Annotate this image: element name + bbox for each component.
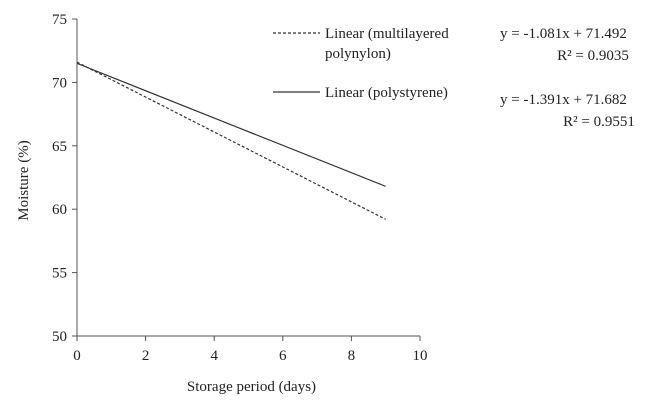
y-tick-label: 60 — [52, 202, 67, 218]
x-axis-title: Storage period (days) — [187, 379, 316, 395]
x-tick-label: 6 — [279, 348, 287, 364]
y-tick-label: 50 — [52, 329, 67, 345]
x-tick-label: 8 — [348, 348, 356, 364]
y-tick-label: 75 — [52, 12, 67, 28]
y-tick-label: 70 — [52, 75, 67, 91]
x-ticks: 0 2 4 6 8 10 — [73, 336, 428, 364]
legend-label-0: Linear (multilayered — [325, 26, 449, 42]
x-tick-label: 4 — [210, 348, 218, 364]
y-axis-title: Moisture (%) — [16, 140, 32, 220]
trendline-equation-0: y = -1.081x + 71.492 — [500, 26, 627, 42]
y-tick-label: 65 — [52, 139, 67, 155]
x-tick-label: 10 — [413, 348, 428, 364]
y-tick-label: 55 — [52, 266, 67, 282]
series-lines — [76, 61, 386, 220]
series-line-1 — [76, 62, 386, 187]
y-ticks: 50 55 60 65 70 75 — [52, 12, 77, 345]
legend-label-1: Linear (polystyrene) — [325, 85, 448, 101]
legend: Linear (multilayered polynylon) y = -1.081… — [273, 26, 635, 130]
series-line-0 — [76, 61, 386, 220]
x-tick-label: 0 — [73, 348, 81, 364]
trendline-r2-1: R² = 0.9551 — [563, 114, 635, 130]
trendline-equation-1: y = -1.391x + 71.682 — [500, 92, 627, 108]
legend-label-0: polynylon) — [325, 46, 391, 62]
axes — [76, 19, 420, 337]
x-tick-label: 2 — [142, 348, 150, 364]
trendline-r2-0: R² = 0.9035 — [557, 48, 629, 64]
